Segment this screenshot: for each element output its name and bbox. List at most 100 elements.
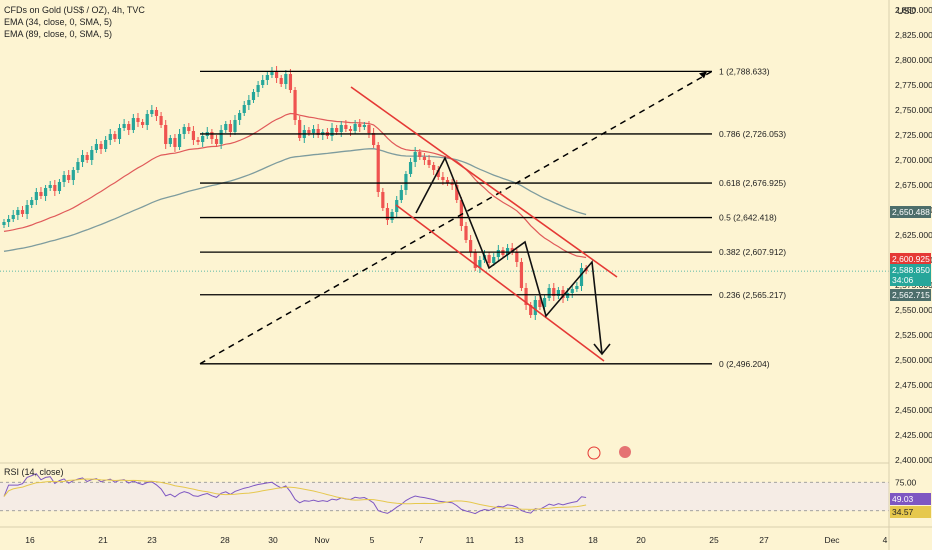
ema34-price-tag: 2,562.715 xyxy=(890,289,931,301)
price-tick-label: 2,850.000 xyxy=(895,5,932,15)
ema89-legend[interactable]: EMA (89, close, 0, SMA, 5) xyxy=(4,29,113,39)
candle-body xyxy=(16,210,20,215)
candle-body xyxy=(251,92,256,100)
time-tick-label: 25 xyxy=(709,535,719,545)
candle-body xyxy=(182,127,186,134)
candle-body xyxy=(478,260,482,268)
candle-body xyxy=(570,289,574,293)
candle-body xyxy=(538,300,542,307)
price-tick-label: 2,450.000 xyxy=(895,405,932,415)
candle-body xyxy=(298,120,302,138)
candle-body xyxy=(459,200,463,226)
candle-body xyxy=(76,162,80,170)
price-tick-label: 2,750.000 xyxy=(895,105,932,115)
candle-body xyxy=(141,122,145,125)
ema89-path xyxy=(3,148,587,252)
candle-body xyxy=(556,290,560,296)
rsi-legend[interactable]: RSI (14, close) xyxy=(4,467,64,477)
candle-body xyxy=(353,124,357,131)
candle-body xyxy=(108,134,112,140)
candle-body xyxy=(164,125,168,144)
candle-body xyxy=(242,105,246,113)
candle-body xyxy=(344,125,348,129)
price-tick-label: 2,700.000 xyxy=(895,155,932,165)
candle-body xyxy=(372,133,376,145)
candle-body xyxy=(441,177,445,180)
drawings[interactable] xyxy=(199,70,713,460)
ema34-legend[interactable]: EMA (34, close, 0, SMA, 5) xyxy=(4,17,113,27)
candle-body xyxy=(432,165,436,170)
fib-level-label: 0.786 (2,726.053) xyxy=(719,129,786,139)
candle-body xyxy=(367,125,371,133)
candle-body xyxy=(464,226,468,240)
price-tick-label: 2,475.000 xyxy=(895,380,932,390)
currency-label[interactable]: USD xyxy=(897,6,917,16)
candle-body xyxy=(339,125,343,132)
fib-level-label: 0.5 (2,642.418) xyxy=(719,213,777,223)
ema89-line xyxy=(3,148,587,252)
candle-body xyxy=(145,114,149,125)
candle-body xyxy=(311,129,316,133)
last-price-value: 2,588.850 xyxy=(892,265,930,275)
lightning-icon xyxy=(587,446,601,460)
candle-body xyxy=(575,286,579,289)
candle-body xyxy=(247,100,251,105)
candle-body xyxy=(487,255,491,263)
candle-body xyxy=(67,175,71,180)
price-tick-label: 2,800.000 xyxy=(895,55,932,65)
zigzag-projection xyxy=(415,156,603,355)
candle-body xyxy=(159,116,163,125)
candle-body xyxy=(445,180,450,183)
price-tick-label: 2,550.000 xyxy=(895,305,932,315)
candle-body xyxy=(427,160,431,165)
time-tick-label: 30 xyxy=(268,535,278,545)
candle-body xyxy=(30,200,34,205)
candle-body xyxy=(154,110,159,116)
candle-body xyxy=(408,162,413,174)
candle-body xyxy=(71,170,75,180)
time-tick-label: 4 xyxy=(883,535,888,545)
time-tick-label: 20 xyxy=(636,535,646,545)
candle-body xyxy=(261,80,265,85)
fibonacci-levels[interactable]: 1 (2,788.633) 0.786 (2,726.053) 0.618 (2,6… xyxy=(200,66,786,369)
price-tick-label: 2,625.000 xyxy=(895,230,932,240)
candle-body xyxy=(335,128,339,132)
candle-body xyxy=(561,290,565,298)
candle-body xyxy=(127,124,131,130)
candle-body xyxy=(48,185,52,188)
ema89-price-tag: 2,650.488 xyxy=(890,206,931,218)
symbol-title[interactable]: CFDs on Gold (US$ / OZ), 4h, TVC xyxy=(4,5,145,15)
candle-body xyxy=(307,130,311,133)
candle-body xyxy=(53,185,57,191)
candle-body xyxy=(20,210,25,214)
candle-body xyxy=(418,152,422,157)
candle-body xyxy=(552,288,556,296)
candle-body xyxy=(524,288,528,305)
rsi-level-label: 75.00 xyxy=(895,477,917,487)
candle-body xyxy=(579,268,584,286)
candle-body xyxy=(492,257,496,263)
last-price-tag: 2,588.850 34:06 xyxy=(890,264,931,286)
candle-body xyxy=(11,215,15,219)
candle-body xyxy=(122,124,126,128)
candle-body xyxy=(191,131,196,140)
candle-body xyxy=(270,71,274,75)
candle-body xyxy=(385,208,390,220)
countdown-value: 34:06 xyxy=(892,275,914,285)
candle-body xyxy=(436,170,440,177)
candle-body xyxy=(542,298,547,307)
candle-body xyxy=(136,118,140,122)
candles xyxy=(2,66,588,320)
ema34-line xyxy=(3,112,587,259)
candle-body xyxy=(519,262,524,288)
candle-body xyxy=(173,138,177,147)
candle-body xyxy=(348,129,353,131)
candle-body xyxy=(219,130,223,144)
fib-level-label: 0.618 (2,676.925) xyxy=(719,178,786,188)
time-tick-label: 11 xyxy=(466,535,475,545)
candle-body xyxy=(214,139,219,144)
candle-body xyxy=(210,132,214,139)
candle-body xyxy=(381,192,385,208)
time-axis[interactable]: 16 21 23 28 30 Nov 5 7 11 13 18 20 25 27 Dec 4 xyxy=(0,526,932,545)
